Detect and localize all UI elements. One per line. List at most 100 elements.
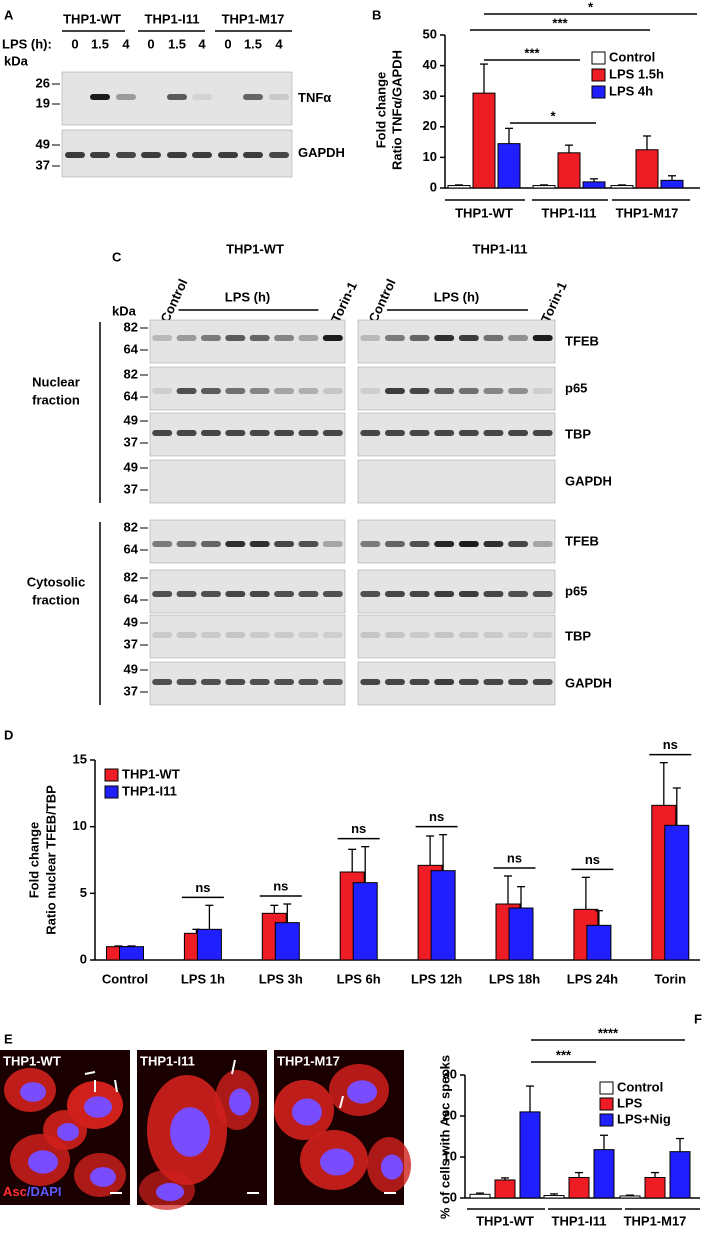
band	[458, 541, 479, 547]
band	[225, 430, 246, 436]
band	[458, 679, 479, 685]
x-tick-label: LPS 1h	[181, 971, 225, 986]
bar	[447, 185, 471, 189]
x-tick-label: THP1-I11	[542, 205, 597, 220]
y-axis-label: Fold change	[26, 822, 41, 899]
bar	[664, 824, 690, 961]
band	[152, 388, 173, 394]
band	[269, 94, 289, 100]
band	[360, 679, 381, 685]
marker-label: 49	[124, 614, 138, 629]
band	[483, 541, 504, 547]
band	[176, 591, 197, 597]
band	[200, 679, 221, 685]
lane-label: Torin-1	[538, 279, 570, 324]
band	[434, 632, 455, 638]
lane-label: Torin-1	[328, 279, 360, 324]
panel-label: F	[694, 1011, 702, 1026]
band	[322, 388, 343, 394]
blot-background	[149, 319, 346, 364]
marker-label: 82	[124, 319, 138, 334]
lane-label: 4	[198, 36, 206, 51]
marker-label: 82	[124, 519, 138, 534]
y-tick-label: 10	[73, 818, 87, 833]
band	[152, 679, 173, 685]
bar	[644, 1177, 666, 1199]
fraction-label: fraction	[32, 392, 80, 407]
band	[141, 152, 161, 158]
x-tick-label: LPS 18h	[489, 971, 540, 986]
bar	[582, 181, 606, 189]
x-tick-label: THP1-I11	[552, 1213, 607, 1228]
error-bar	[618, 184, 626, 186]
band	[434, 335, 455, 341]
blot-background	[357, 459, 556, 504]
band	[508, 335, 529, 341]
y-tick-label: 0	[450, 1189, 457, 1204]
legend-label: LPS	[617, 1095, 643, 1110]
x-tick-label: THP1-M17	[624, 1213, 687, 1228]
bar	[586, 924, 612, 961]
band	[176, 541, 197, 547]
error-bar	[526, 1085, 534, 1112]
band	[152, 335, 173, 341]
bar	[568, 1177, 590, 1199]
band	[192, 94, 212, 100]
band	[192, 152, 212, 158]
significance-label: ns	[429, 809, 444, 824]
band	[532, 388, 553, 394]
band	[322, 632, 343, 638]
band	[532, 679, 553, 685]
band	[360, 541, 381, 547]
fraction-label: fraction	[32, 592, 80, 607]
band	[483, 335, 504, 341]
marker-label: 37	[124, 434, 138, 449]
arrow	[231, 1059, 236, 1075]
band	[167, 94, 187, 100]
band	[176, 335, 197, 341]
micrograph: THP1-WT	[0, 1050, 130, 1205]
band	[532, 632, 553, 638]
band	[458, 591, 479, 597]
error-bar	[550, 1193, 558, 1196]
y-tick-label: 30	[443, 1066, 457, 1081]
legend-swatch	[591, 68, 606, 82]
significance-label: *	[550, 108, 556, 123]
band	[483, 430, 504, 436]
panel-label: E	[4, 1031, 13, 1046]
lps-label: LPS (h)	[434, 289, 480, 304]
error-bar	[501, 1177, 509, 1180]
error-bar	[476, 1192, 484, 1195]
band	[532, 541, 553, 547]
lane-label: 1.5	[244, 36, 262, 51]
error-bar	[672, 787, 681, 826]
kda-label: kDa	[4, 53, 29, 68]
band	[384, 335, 405, 341]
significance-label: ***	[556, 1047, 572, 1062]
bar	[469, 1193, 491, 1199]
error-bar	[455, 184, 463, 186]
error-bar	[626, 1194, 634, 1196]
y-axis-label: Fold change	[373, 72, 388, 149]
band	[409, 679, 430, 685]
band	[508, 388, 529, 394]
error-bar	[127, 945, 136, 947]
bar	[619, 1195, 641, 1199]
band	[322, 430, 343, 436]
band	[384, 541, 405, 547]
x-tick-label: THP1-M17	[616, 205, 679, 220]
blot-label: GAPDH	[298, 145, 345, 160]
band	[274, 591, 295, 597]
error-bar	[283, 903, 292, 923]
band	[532, 335, 553, 341]
y-tick-label: 0	[430, 179, 437, 194]
y-tick-label: 0	[80, 951, 87, 966]
band	[458, 335, 479, 341]
marker-label: 37	[36, 157, 50, 172]
band	[225, 632, 246, 638]
error-bar	[590, 178, 598, 182]
stain-label: Asc/DAPI	[3, 1184, 62, 1199]
band	[225, 388, 246, 394]
x-tick-label: THP1-WT	[476, 1213, 534, 1228]
error-bar	[505, 127, 513, 144]
